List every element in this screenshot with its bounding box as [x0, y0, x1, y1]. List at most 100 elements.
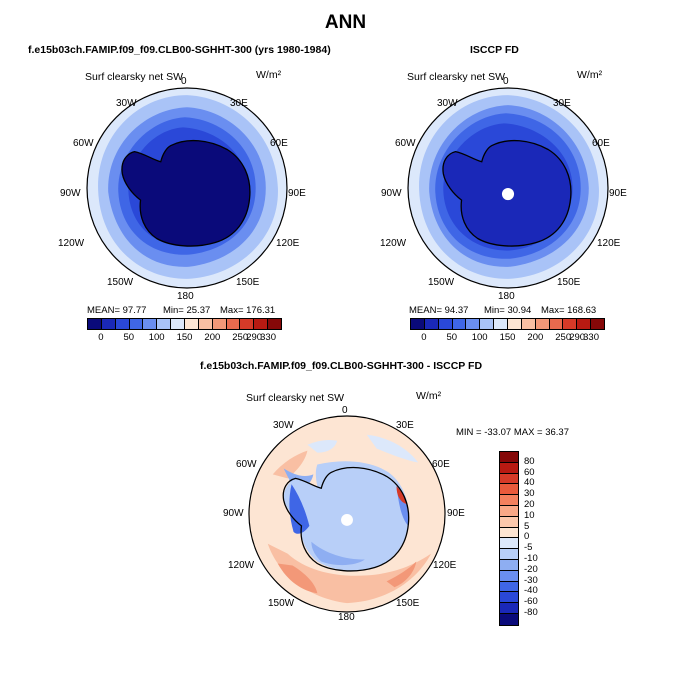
colorbar-swatch [500, 462, 518, 474]
panel-c-lon-0: 0 [342, 405, 348, 416]
colorbar-tick-label: -40 [524, 585, 538, 597]
panel-a-min: Min= 25.37 [163, 305, 211, 316]
colorbar-swatch [577, 319, 592, 329]
colorbar-tick-label: 150 [499, 332, 516, 343]
colorbar-swatch [500, 603, 518, 614]
colorbar-tick-label: 290 [569, 332, 586, 343]
panel-b-max: Max= 168.63 [541, 305, 597, 316]
panel-a-colorbar-ticks: 0 50 100 150 200 250 290 330 [87, 330, 282, 343]
panel-b-mean: MEAN= 94.37 [409, 305, 469, 316]
colorbar-swatch [452, 319, 467, 329]
panel-b-lon-120e: 120E [597, 238, 621, 249]
colorbar-tick-label: 150 [176, 332, 193, 343]
colorbar-tick-label: -20 [524, 563, 538, 575]
panel-a-lon-0: 0 [181, 76, 187, 87]
panel-c-lon-120e: 120E [433, 560, 457, 571]
panel-a-lon-150e: 150E [236, 277, 260, 288]
panel-c-lon-120w: 120W [228, 560, 255, 571]
panel-a-lon-150w: 150W [107, 277, 134, 288]
panel-a-lon-90e: 90E [288, 188, 306, 199]
colorbar-swatch [500, 538, 518, 550]
panel-b-lon-150e: 150E [557, 277, 581, 288]
panel-c-lon-30w: 30W [273, 420, 294, 431]
panel-c-units: W/m² [416, 390, 442, 402]
colorbar-tick-label: 60 [524, 466, 535, 478]
panel-c-lon-150w: 150W [268, 598, 295, 609]
colorbar-tick-label: 0 [524, 531, 530, 543]
panel-c-polar-map [248, 415, 446, 613]
colorbar-swatch [212, 319, 227, 329]
colorbar-tick-label: -10 [524, 553, 538, 564]
panel-b-lon-30e: 30E [553, 98, 571, 109]
colorbar-tick-label: 200 [204, 332, 221, 343]
colorbar-swatch [129, 319, 144, 329]
colorbar-swatch [101, 319, 116, 329]
panel-b-lon-150w: 150W [428, 277, 455, 288]
colorbar-tick-label: 50 [123, 332, 135, 343]
panel-a-lon-180: 180 [177, 291, 194, 302]
panel-a-lon-120e: 120E [276, 238, 300, 249]
colorbar-swatch [500, 452, 518, 463]
colorbar-swatch [508, 319, 522, 329]
panel-b-colorbar-ticks: 0 50 100 150 200 250 290 330 [410, 330, 605, 343]
colorbar-tick-label: 200 [527, 332, 544, 343]
colorbar-swatch [500, 527, 518, 539]
colorbar-swatch [185, 319, 199, 329]
colorbar-swatch [500, 516, 518, 528]
colorbar-swatch [500, 613, 518, 625]
panel-a-colorbar: 0 50 100 150 200 250 290 330 [87, 318, 282, 343]
colorbar-tick-label: 10 [524, 509, 535, 521]
colorbar-tick-label: -80 [524, 607, 538, 618]
panel-b-min: Min= 30.94 [484, 305, 532, 316]
colorbar-swatch [500, 559, 518, 571]
panel-a-polar-map [86, 87, 288, 289]
panel-c-lon-60e: 60E [432, 459, 450, 470]
panel-c-colorbar-swatches [499, 451, 519, 626]
panel-c-lon-90e: 90E [447, 508, 465, 519]
colorbar-swatch [500, 549, 518, 560]
panel-c-colorbar [499, 451, 519, 626]
colorbar-swatch [500, 473, 518, 485]
panel-a-lon-30e: 30E [230, 98, 248, 109]
panel-a-lon-120w: 120W [58, 238, 85, 249]
colorbar-swatch [500, 484, 518, 496]
colorbar-tick-label: 40 [524, 477, 535, 489]
panel-b-colorbar: 0 50 100 150 200 250 290 330 [410, 318, 605, 343]
colorbar-swatch [254, 319, 269, 329]
colorbar-swatch [500, 592, 518, 604]
colorbar-swatch [143, 319, 158, 329]
panel-b-label: Surf clearsky net SW [407, 71, 506, 83]
panel-a-colorbar-swatches [87, 318, 282, 330]
colorbar-tick-label: 30 [524, 488, 535, 500]
colorbar-tick-label: -5 [524, 542, 533, 554]
panel-b-lon-30w: 30W [437, 98, 458, 109]
panel-a-lon-30w: 30W [116, 98, 137, 109]
panel-c-lon-150e: 150E [396, 598, 420, 609]
panel-c-label: Surf clearsky net SW [246, 392, 345, 404]
panel-a-max: Max= 176.31 [220, 305, 276, 316]
panel-a-lon-60e: 60E [270, 138, 288, 149]
colorbar-tick-label: 0 [421, 332, 427, 343]
colorbar-swatch [411, 319, 425, 329]
colorbar-swatch [171, 319, 186, 329]
panel-a-units: W/m² [256, 69, 282, 81]
panel-c-lon-180: 180 [338, 612, 355, 623]
colorbar-swatch [549, 319, 564, 329]
panel-c-colorbar-ticks: 80 60 40 30 20 10 5 0 -5 -10 -20 -30 -40 -60 -80 [524, 451, 564, 627]
colorbar-swatch [591, 319, 605, 329]
colorbar-swatch [438, 319, 453, 329]
panel-c-minmax: MIN = -33.07 MAX = 36.37 [456, 427, 570, 438]
colorbar-tick-label: 5 [524, 520, 530, 532]
panel-b-lon-90w: 90W [381, 188, 402, 199]
panel-a-lon-90w: 90W [60, 188, 81, 199]
panel-b-units: W/m² [577, 69, 603, 81]
panel-a-title: f.e15b03ch.FAMIP.f09_f09.CLB00-SGHHT-300… [28, 44, 331, 56]
panel-c-lon-60w: 60W [236, 459, 257, 470]
colorbar-swatch [535, 319, 550, 329]
colorbar-swatch [521, 319, 536, 329]
panel-c-lon-90w: 90W [223, 508, 244, 519]
colorbar-swatch [240, 319, 255, 329]
colorbar-tick-label: -60 [524, 596, 538, 608]
colorbar-tick-label: 100 [471, 332, 488, 343]
colorbar-swatch [268, 319, 282, 329]
